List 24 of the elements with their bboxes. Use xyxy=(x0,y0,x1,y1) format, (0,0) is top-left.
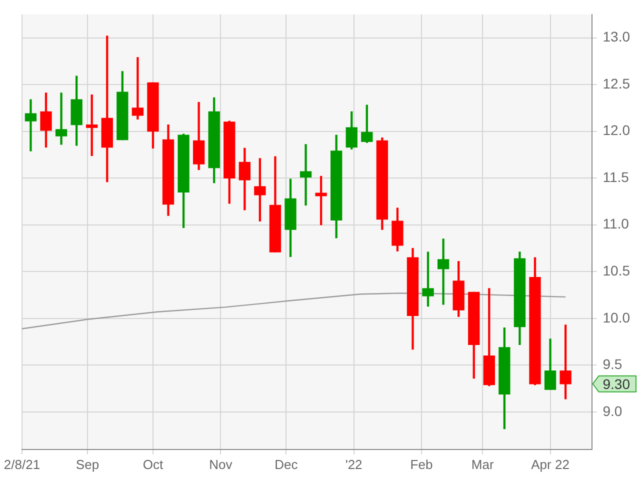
candlestick xyxy=(300,144,312,206)
y-tick-label: 12.5 xyxy=(602,75,630,92)
x-tick-label: 2/8/21 xyxy=(4,456,40,472)
y-tick-label: 11.0 xyxy=(602,216,630,232)
candlestick xyxy=(24,99,37,152)
y-tick-label: 9.5 xyxy=(602,356,622,372)
x-tick-label: Nov xyxy=(209,456,233,472)
x-tick-label: Feb xyxy=(410,456,433,472)
x-tick-label: '22 xyxy=(345,456,362,472)
x-tick-label: Sep xyxy=(76,456,100,472)
y-tick-label: 11.5 xyxy=(602,168,630,185)
y-tick-label: 13.0 xyxy=(602,28,630,45)
y-tick-label: 10.5 xyxy=(602,262,630,279)
candlestick xyxy=(55,92,68,145)
y-tick-label: 9.0 xyxy=(602,402,622,419)
x-tick-label: Apr 22 xyxy=(531,456,570,472)
candlestick xyxy=(437,238,450,305)
x-tick-label: Dec xyxy=(274,456,298,472)
y-tick-label: 12.0 xyxy=(602,122,630,138)
x-tick-label: Oct xyxy=(142,456,164,472)
y-tick-label: 10.0 xyxy=(602,309,630,326)
annotation: 9.30 xyxy=(602,376,630,392)
x-tick-label: Mar xyxy=(471,456,494,472)
candlestick xyxy=(132,57,144,120)
